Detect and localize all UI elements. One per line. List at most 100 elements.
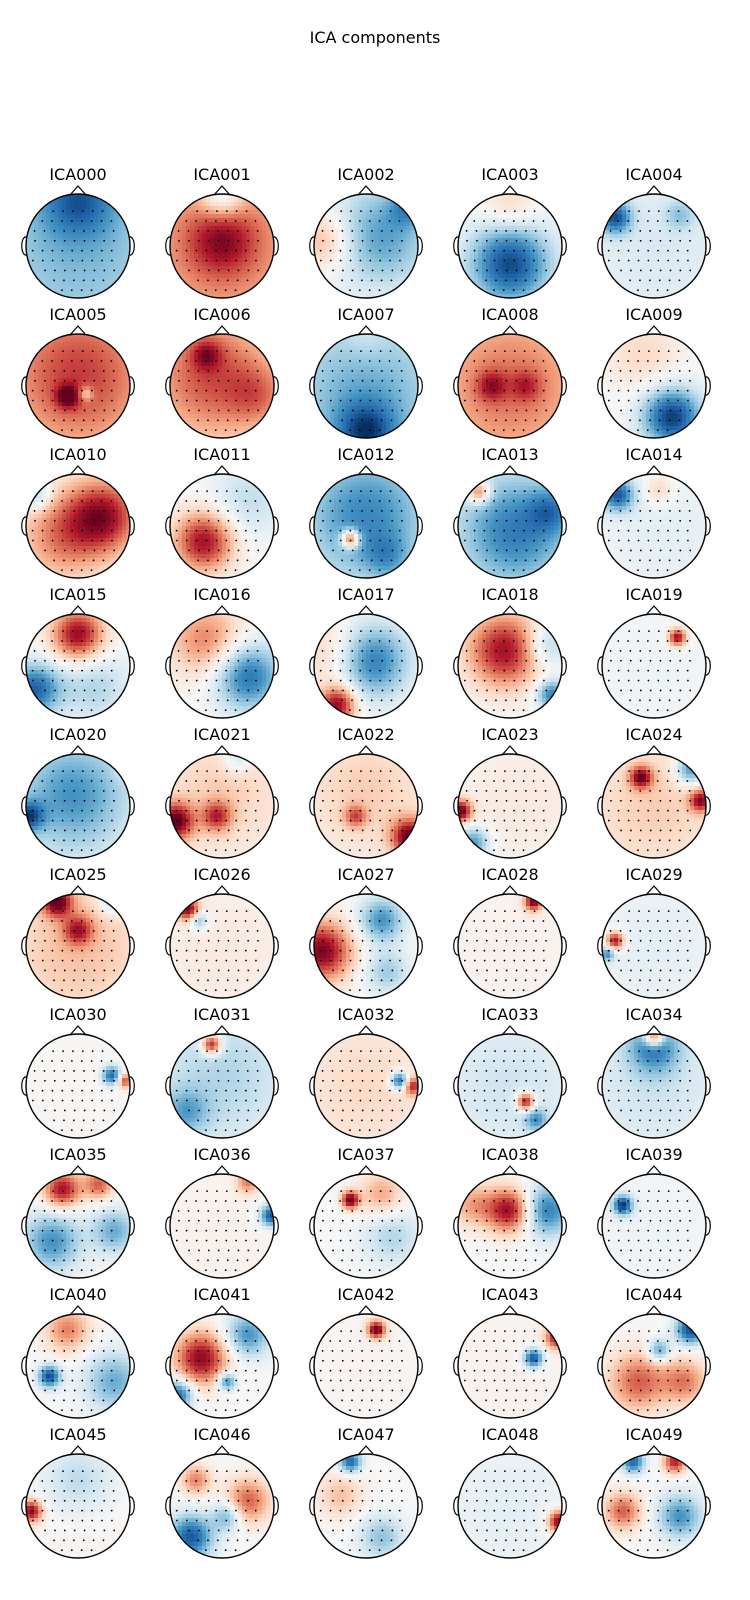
sensor-dot bbox=[102, 930, 105, 932]
sensor-dot bbox=[646, 640, 649, 642]
component-topomap: ICA031 bbox=[152, 1006, 292, 1148]
sensor-dot bbox=[359, 959, 362, 962]
sensor-dot bbox=[175, 1519, 178, 1522]
sensor-dot bbox=[495, 1350, 498, 1352]
sensor-dot bbox=[389, 490, 392, 493]
component-label: ICA043 bbox=[440, 1286, 580, 1304]
sensor-dot bbox=[216, 910, 218, 913]
sensor-dot bbox=[205, 249, 208, 252]
sensor-dot bbox=[53, 379, 56, 382]
nose bbox=[357, 1445, 375, 1456]
sensor-dot bbox=[648, 279, 651, 282]
sensor-dot bbox=[100, 500, 103, 502]
sensor-dot bbox=[216, 419, 219, 422]
sensor-dot bbox=[63, 650, 66, 652]
right-ear bbox=[272, 376, 279, 396]
sensor-dot bbox=[44, 1219, 46, 1222]
right-ear bbox=[560, 1076, 567, 1096]
sensor-dot bbox=[349, 989, 351, 992]
sensor-dot bbox=[522, 1409, 525, 1412]
sensor-dot bbox=[617, 679, 620, 682]
sensor-dot bbox=[399, 819, 401, 822]
right-ear bbox=[272, 796, 279, 816]
sensor-dot bbox=[342, 269, 344, 272]
topomap-svg bbox=[597, 1025, 711, 1139]
sensor-dot bbox=[381, 1389, 384, 1392]
sensor-dot bbox=[486, 269, 488, 272]
sensor-dot bbox=[73, 1210, 76, 1212]
sensor-dot bbox=[512, 989, 515, 992]
component-topomap: ICA033 bbox=[440, 1006, 580, 1148]
sensor-dot bbox=[206, 1050, 208, 1053]
sensor-dot bbox=[669, 799, 672, 802]
sensor-dot bbox=[225, 1099, 228, 1102]
sensor-dot bbox=[370, 559, 373, 562]
left-ear bbox=[21, 656, 28, 676]
sensor-dot bbox=[41, 500, 44, 502]
sensor-dot bbox=[495, 1389, 498, 1392]
sensor-dot bbox=[92, 790, 95, 792]
sensor-dot bbox=[609, 1070, 612, 1072]
sensor-dot bbox=[627, 1060, 630, 1062]
sensor-dot bbox=[483, 809, 486, 812]
sensor-dot bbox=[226, 839, 229, 842]
sensor-dot bbox=[371, 1070, 373, 1072]
sensor-dot bbox=[465, 790, 468, 792]
sensor-dot bbox=[607, 529, 610, 532]
sensor-dot bbox=[535, 799, 538, 802]
sensor-dot bbox=[535, 969, 538, 972]
sensor-dot bbox=[687, 819, 689, 822]
sensor-dot bbox=[72, 279, 75, 282]
sensor-dot bbox=[51, 399, 54, 402]
sensor-dot bbox=[610, 1499, 612, 1502]
sensor-dot bbox=[100, 640, 103, 642]
sensor-dot bbox=[342, 549, 344, 552]
sensor-dot bbox=[175, 819, 178, 822]
component-label: ICA000 bbox=[8, 166, 148, 184]
sensor-dot bbox=[648, 1050, 650, 1053]
sensor-dot bbox=[100, 1200, 103, 1202]
sensor-dot bbox=[349, 1269, 351, 1272]
sensor-dot bbox=[646, 1480, 649, 1482]
sensor-dot bbox=[62, 630, 64, 633]
sensor-dot bbox=[235, 809, 237, 812]
nose bbox=[645, 745, 663, 756]
sensor-dot bbox=[656, 1409, 659, 1412]
sensor-dot bbox=[677, 959, 679, 962]
component-topomap: ICA005 bbox=[8, 306, 148, 448]
sensor-dot bbox=[207, 969, 210, 972]
sensor-dot bbox=[676, 500, 679, 502]
sensor-dot bbox=[329, 1379, 332, 1382]
nose bbox=[213, 1445, 231, 1456]
sensor-dot bbox=[195, 1229, 198, 1232]
sensor-dot bbox=[235, 1379, 238, 1382]
sensor-dot bbox=[466, 659, 468, 662]
sensor-dot bbox=[484, 1050, 487, 1053]
sensor-dot bbox=[400, 1210, 403, 1212]
sensor-dot bbox=[214, 1549, 217, 1552]
sensor-dot bbox=[331, 1070, 334, 1072]
sensor-dot bbox=[648, 419, 651, 422]
sensor-dot bbox=[371, 930, 373, 932]
sensor-dot bbox=[214, 1060, 217, 1062]
component-label: ICA037 bbox=[296, 1146, 436, 1164]
sensor-dot bbox=[379, 1330, 382, 1333]
sensor-dot bbox=[473, 1509, 476, 1512]
sensor-dot bbox=[244, 1060, 247, 1062]
sensor-dot bbox=[534, 559, 537, 562]
sensor-dot bbox=[689, 519, 691, 522]
sensor-dot bbox=[619, 790, 622, 792]
sensor-dot bbox=[72, 350, 74, 353]
sensor-dot bbox=[358, 360, 361, 362]
sensor-dot bbox=[71, 679, 74, 682]
sensor-dot bbox=[667, 350, 670, 353]
sensor-dot bbox=[63, 689, 66, 692]
sensor-dot bbox=[227, 930, 229, 932]
sensor-dot bbox=[542, 360, 545, 362]
sensor-dot bbox=[525, 519, 528, 522]
sensor-dot bbox=[666, 1480, 669, 1482]
sensor-dot bbox=[647, 1239, 650, 1242]
sensor-dot bbox=[391, 689, 394, 692]
right-ear bbox=[416, 1496, 423, 1516]
sensor-dot bbox=[217, 1079, 220, 1082]
